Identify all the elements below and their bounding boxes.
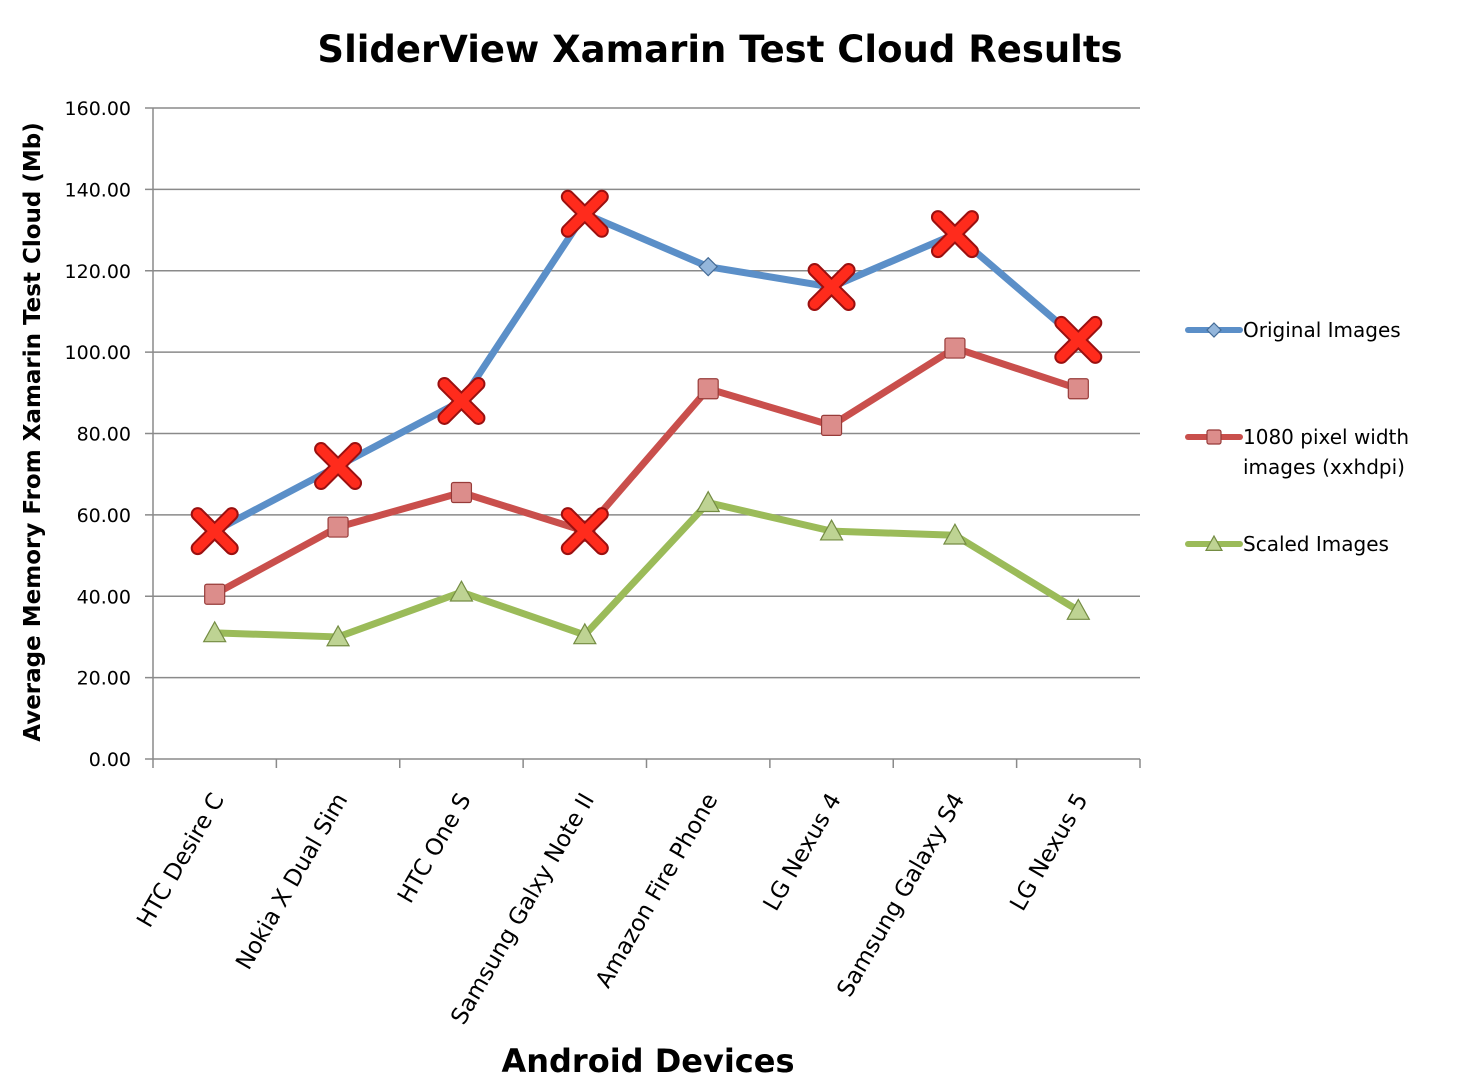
data-point-marker bbox=[1204, 534, 1224, 552]
x-stroke bbox=[1056, 317, 1101, 362]
x-stroke bbox=[562, 509, 607, 554]
data-point-marker bbox=[327, 516, 349, 538]
legend-item: 1080 pixel width images (xxhdpi) bbox=[1185, 425, 1409, 479]
series-line bbox=[211, 344, 1082, 598]
x-stroke bbox=[439, 378, 484, 423]
legend-label: images (xxhdpi) bbox=[1243, 455, 1405, 479]
y-tick-label: 40.00 bbox=[77, 586, 131, 608]
y-tick-label: 0.00 bbox=[89, 749, 131, 771]
x-axis-title: Android Devices bbox=[501, 1042, 794, 1080]
annotation-group bbox=[190, 189, 1103, 556]
data-point-marker bbox=[944, 337, 966, 359]
legend-label: Original Images bbox=[1243, 318, 1401, 342]
y-tick-label: 160.00 bbox=[65, 98, 131, 120]
data-point-marker bbox=[1206, 322, 1222, 338]
x-category-label: LG Nexus 5 bbox=[1005, 789, 1093, 915]
red-x-icon bbox=[807, 263, 856, 312]
data-point-marker bbox=[819, 518, 844, 541]
y-axis-title: Average Memory From Xamarin Test Cloud (… bbox=[20, 122, 46, 742]
red-x-icon bbox=[1054, 315, 1103, 364]
data-point-marker bbox=[1206, 429, 1222, 445]
data-point-marker bbox=[326, 624, 351, 647]
y-axis-ticks: 0.00 20.00 40.00 60.00 80.00 100.00 120.00 140.… bbox=[65, 98, 153, 771]
red-x-icon bbox=[560, 189, 609, 238]
x-category-label: Amazon Fire Phone bbox=[591, 789, 723, 992]
x-stroke bbox=[192, 509, 237, 554]
x-stroke bbox=[809, 265, 854, 310]
x-category-label: Samsung Galxy Note II bbox=[446, 789, 600, 1029]
data-point-marker bbox=[450, 481, 473, 504]
y-tick-label: 60.00 bbox=[77, 505, 131, 527]
x-stroke bbox=[316, 444, 361, 489]
data-point-marker bbox=[697, 378, 719, 400]
data-point-marker bbox=[820, 414, 843, 436]
x-category-label: HTC One S bbox=[393, 789, 477, 908]
data-point-marker bbox=[202, 620, 227, 643]
x-category-label: HTC Desire C bbox=[132, 789, 230, 932]
grid-lines bbox=[153, 107, 1140, 679]
red-x-icon bbox=[560, 507, 609, 556]
y-tick-label: 80.00 bbox=[77, 424, 131, 446]
legend-item: Scaled Images bbox=[1185, 532, 1389, 556]
legend: Original Images 1080 pixel width images (x… bbox=[1185, 318, 1409, 556]
x-stroke bbox=[932, 212, 977, 257]
red-x-icon bbox=[930, 210, 979, 259]
y-tick-label: 120.00 bbox=[65, 261, 131, 283]
data-point-marker bbox=[942, 522, 967, 545]
red-x-icon bbox=[190, 507, 239, 556]
y-tick-label: 20.00 bbox=[77, 668, 131, 690]
x-stroke bbox=[562, 191, 607, 236]
data-point-marker bbox=[696, 490, 721, 513]
legend-item: Original Images bbox=[1185, 318, 1401, 342]
red-x-icon bbox=[437, 376, 486, 425]
data-point-marker bbox=[572, 622, 597, 645]
data-point-marker bbox=[698, 256, 719, 277]
data-point-marker bbox=[449, 579, 474, 602]
chart-title: SliderView Xamarin Test Cloud Results bbox=[317, 28, 1122, 71]
series-line bbox=[211, 499, 1082, 641]
legend-label: 1080 pixel width bbox=[1243, 425, 1409, 449]
x-axis-ticks: HTC Desire C Nokia X Dual Sim HTC One SSam… bbox=[132, 759, 1141, 1029]
data-point-marker bbox=[1067, 378, 1089, 400]
y-tick-label: 140.00 bbox=[65, 179, 131, 201]
data-point-marker bbox=[204, 583, 226, 605]
x-category-label: LG Nexus 4 bbox=[759, 789, 847, 915]
data-point-marker bbox=[1066, 598, 1091, 620]
y-tick-label: 100.00 bbox=[65, 342, 131, 364]
series-line bbox=[211, 210, 1082, 535]
legend-label: Scaled Images bbox=[1243, 532, 1389, 556]
x-category-label: Nokia X Dual Sim bbox=[231, 789, 353, 974]
red-x-icon bbox=[314, 442, 363, 491]
x-category-label: Samsung Galaxy S4 bbox=[832, 789, 970, 1001]
